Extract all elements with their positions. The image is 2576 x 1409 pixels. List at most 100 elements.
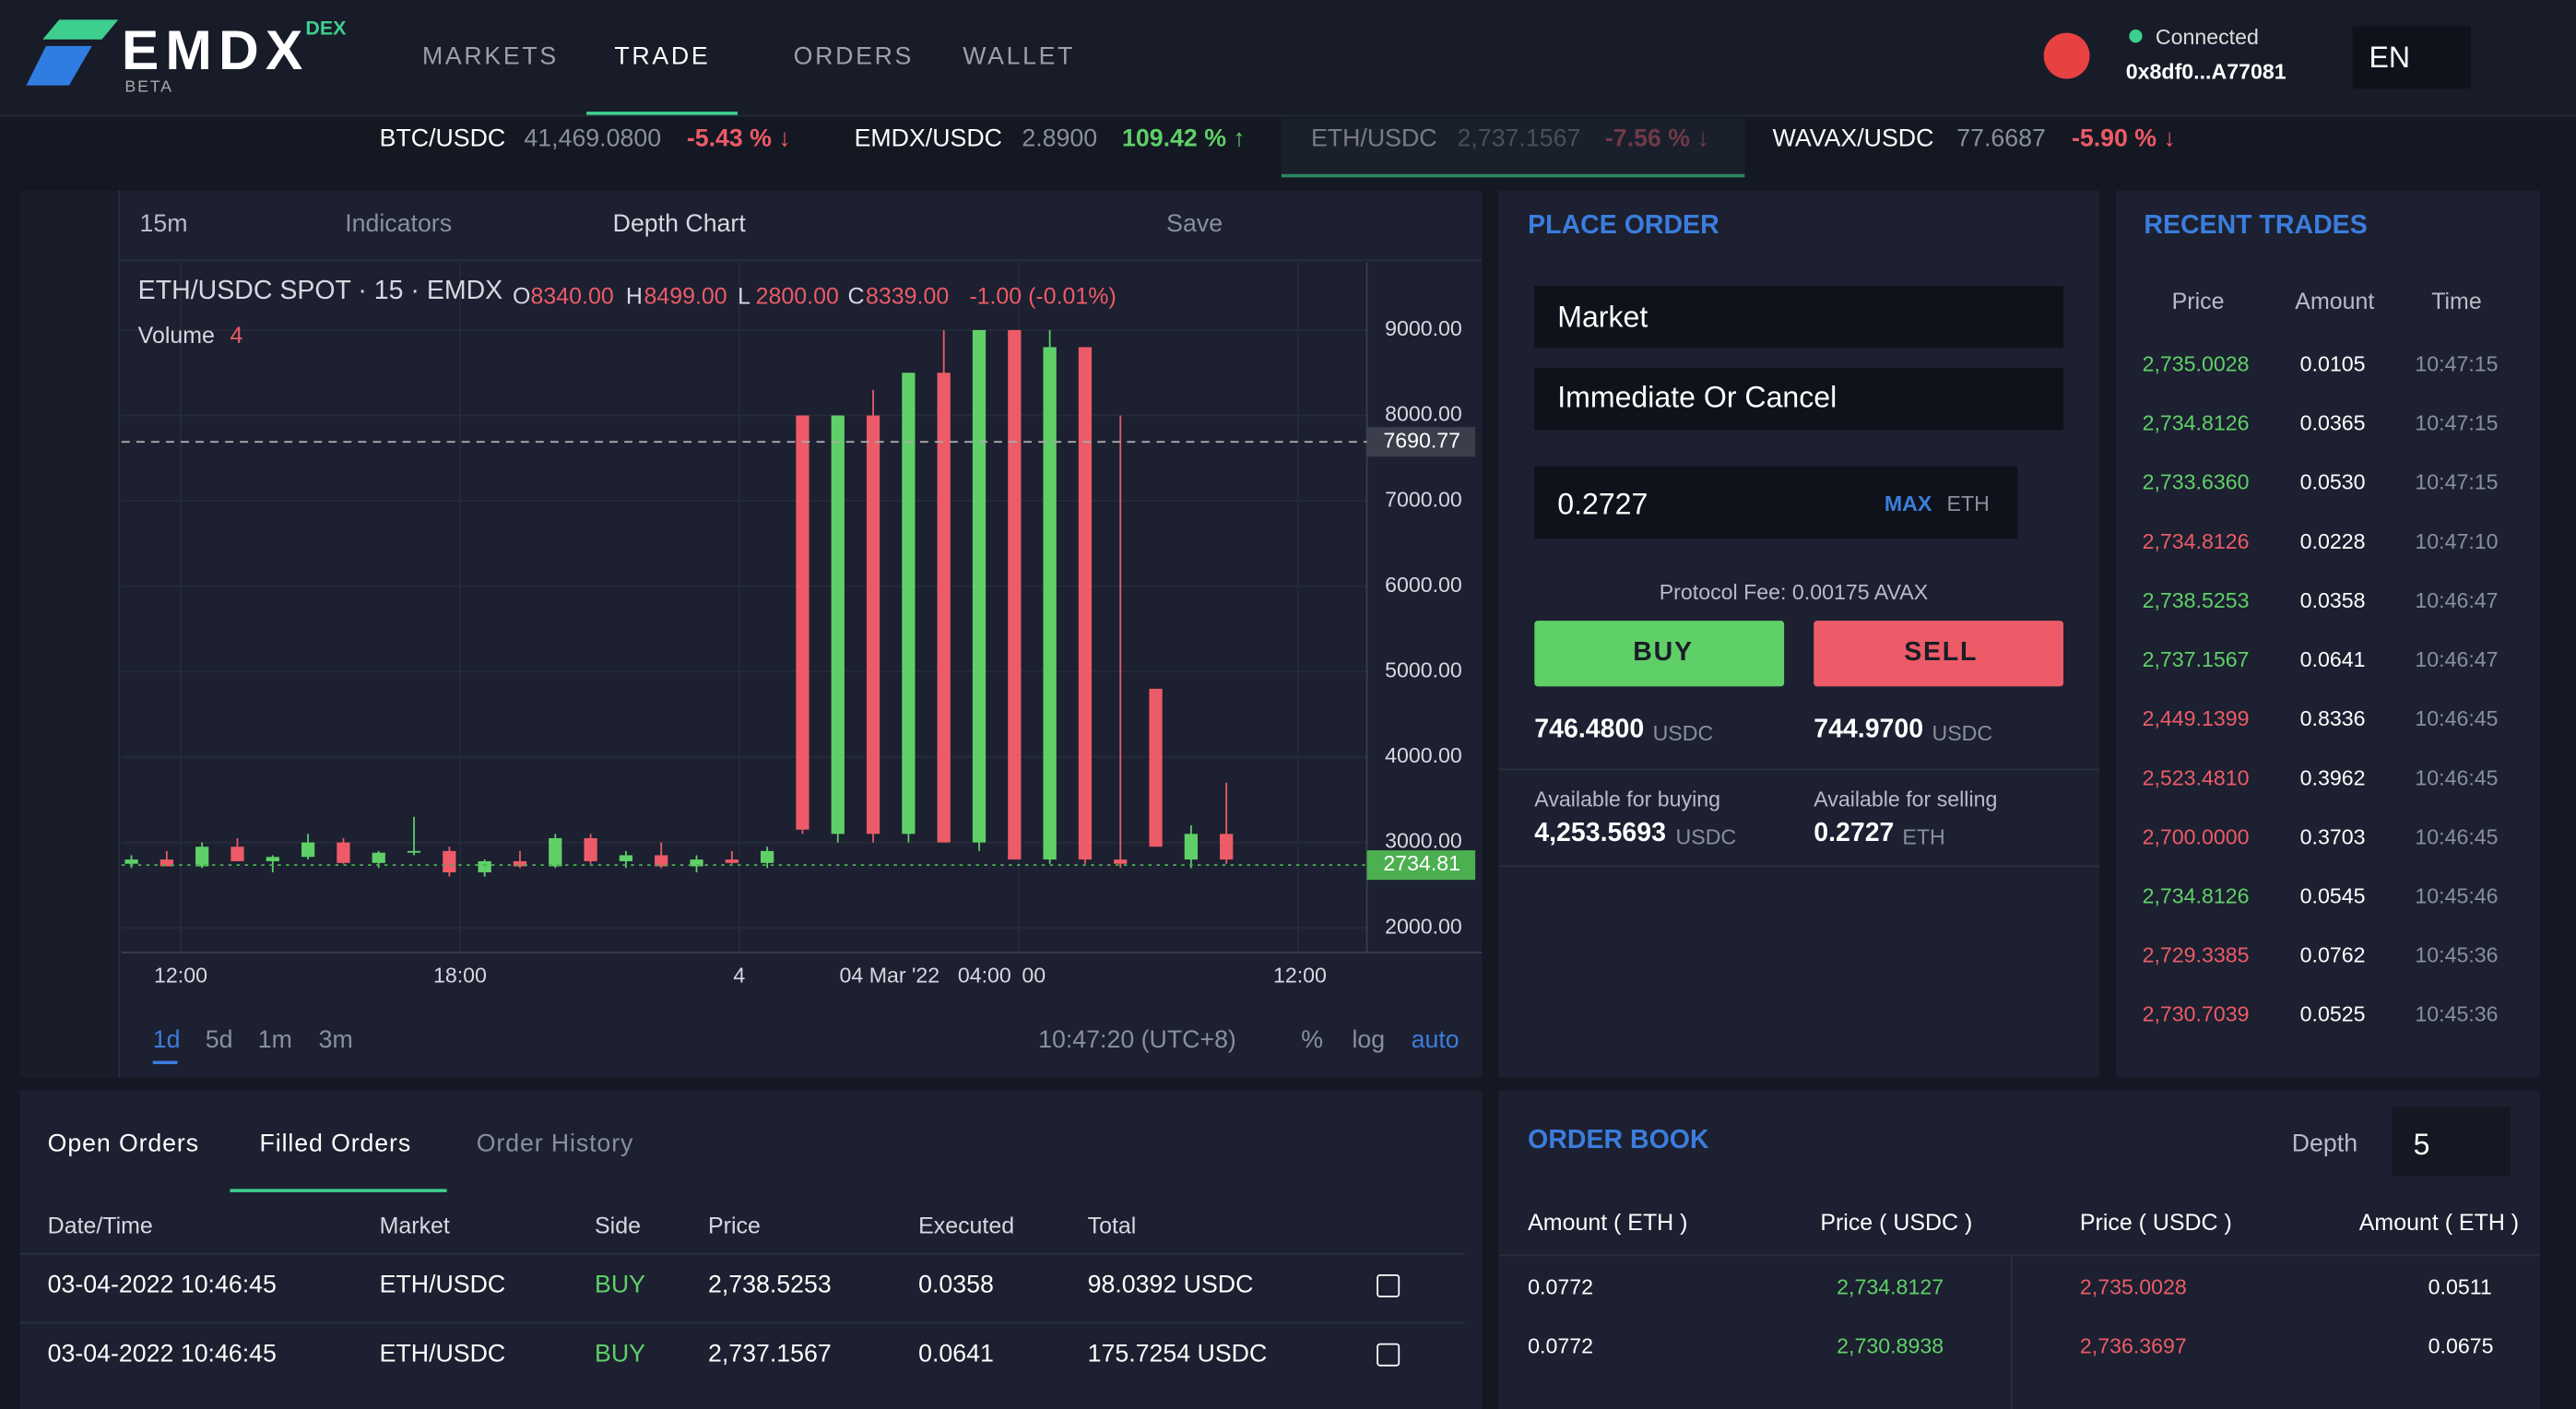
book-cell: 2,735.0028 [2079, 1273, 2187, 1299]
type-select[interactable] [1534, 285, 2064, 349]
protocol-fee: Protocol Fee: 0.00175 AVAX [1659, 579, 1929, 605]
x-tick-label: 04:00 [958, 964, 1011, 988]
candle-body [301, 842, 315, 858]
ticker-pair[interactable]: EMDX/USDC [854, 124, 1002, 153]
column-header: Price ( USDC ) [2079, 1208, 2232, 1236]
trade-price: 2,730.7039 [2142, 1001, 2250, 1027]
nav-item[interactable]: MARKETS [421, 42, 559, 71]
interval[interactable]: 15m [139, 209, 188, 239]
clock: 10:47:20 (UTC+8) [1038, 1026, 1236, 1055]
panel-title: ORDER BOOK [1528, 1126, 1709, 1154]
trade-amount: 0.0762 [2299, 942, 2366, 967]
tab-underline [230, 1189, 447, 1192]
candle-body [866, 415, 880, 835]
panel-title: PLACE ORDER [1528, 211, 1719, 241]
divider [1498, 865, 2100, 868]
trade-amount: 0.0545 [2299, 883, 2366, 908]
trade-time: 10:46:45 [2415, 824, 2499, 849]
log-toggle[interactable]: log [1352, 1026, 1386, 1055]
trade-amount: 0.0525 [2299, 1001, 2366, 1027]
logo-dex: DEX [305, 16, 347, 40]
amount-input[interactable] [1534, 466, 2018, 539]
price-marker-bg [1366, 427, 1476, 457]
chart-toolbar [118, 191, 1483, 262]
x-tick-label: 12:00 [1273, 964, 1327, 988]
nav-item[interactable]: WALLET [963, 42, 1076, 71]
status-dot [2129, 30, 2143, 43]
auto-toggle[interactable]: auto [1411, 1026, 1459, 1055]
open-link[interactable] [1377, 1343, 1400, 1367]
lang-box[interactable] [2352, 26, 2471, 89]
range-button[interactable]: 1m [257, 1026, 292, 1055]
orders-tab[interactable]: Filled Orders [259, 1130, 412, 1158]
range-button[interactable]: 5d [205, 1026, 233, 1055]
price-marker-bg [1366, 850, 1476, 881]
indicators-button[interactable]: Indicators [345, 209, 453, 239]
nav-item[interactable]: TRADE [614, 42, 711, 71]
book-cell: 2,730.8938 [1837, 1333, 1944, 1358]
candle-body [1184, 834, 1198, 860]
drawing-tools[interactable] [19, 190, 121, 1078]
ohlc-label: L [738, 282, 750, 309]
percent-toggle[interactable]: % [1301, 1026, 1324, 1055]
sell-price: 744.9700 [1814, 716, 1924, 744]
nav-active [586, 112, 739, 115]
available-sell: 0.2727 [1814, 819, 1895, 847]
trade-time: 10:46:47 [2415, 587, 2499, 613]
trades-panel [2116, 190, 2540, 1078]
open-link[interactable] [1377, 1273, 1400, 1297]
wallet-address[interactable]: 0x8df0...A77081 [2125, 59, 2286, 84]
save-button[interactable]: Save [1166, 209, 1223, 239]
candle-body [831, 415, 845, 835]
ticker-pair[interactable]: WAVAX/USDC [1772, 124, 1934, 153]
max-button[interactable]: MAX [1884, 491, 1932, 516]
trade-price: 2,735.0028 [2142, 351, 2250, 376]
book-cell: 2,736.3697 [2079, 1333, 2187, 1358]
orders-panel [19, 1090, 1483, 1409]
orders-tab[interactable]: Open Orders [47, 1130, 199, 1158]
range-button[interactable]: 1d [152, 1026, 181, 1055]
candle-body [1114, 859, 1128, 864]
tif-select[interactable] [1534, 367, 2064, 431]
logo-text: EMDX [121, 19, 310, 83]
candle-body [725, 859, 739, 863]
trade-amount: 0.0358 [2299, 587, 2366, 613]
ohlc-value: 8340.00 [530, 282, 614, 309]
depth-box[interactable] [2392, 1107, 2511, 1177]
book-panel [1498, 1090, 2540, 1409]
column-header: Amount ( ETH ) [2358, 1208, 2520, 1236]
candle-body [1043, 347, 1057, 860]
trade-time: 10:46:45 [2415, 764, 2499, 790]
x-tick-label: 18:00 [433, 964, 487, 988]
candle-body [195, 847, 209, 867]
buy-button[interactable] [1534, 621, 1785, 687]
range-button[interactable]: 3m [318, 1026, 353, 1055]
panel-title: RECENT TRADES [2144, 211, 2368, 241]
depth-chart-button[interactable]: Depth Chart [612, 209, 746, 239]
candle-body [443, 850, 456, 873]
trade-amount: 0.3962 [2299, 764, 2366, 790]
ticker-change: 109.42 % ↑ [1122, 124, 1246, 153]
order-cell: 0.0358 [918, 1271, 994, 1299]
column-header: Executed [918, 1212, 1015, 1238]
trade-time: 10:45:36 [2415, 1001, 2499, 1027]
sell-unit: USDC [1932, 720, 1993, 746]
book-cell: 0.0772 [1528, 1333, 1594, 1358]
x-tick-label: 12:00 [154, 964, 207, 988]
nav-item[interactable]: ORDERS [793, 42, 915, 71]
candle-body [655, 855, 668, 867]
ticker-pair[interactable]: BTC/USDC [379, 124, 506, 153]
trade-price: 2,734.8126 [2142, 528, 2250, 554]
column-header: Date/Time [47, 1212, 153, 1238]
candle-body [160, 859, 173, 867]
column-header: Amount ( ETH ) [1528, 1208, 1688, 1236]
trade-time: 10:47:10 [2415, 528, 2499, 554]
sell-button[interactable] [1814, 621, 2064, 687]
candle-body [1149, 688, 1163, 847]
orders-tab[interactable]: Order History [476, 1130, 634, 1158]
book-cell: 0.0675 [2428, 1333, 2494, 1358]
candle-body [690, 859, 703, 867]
candle-body [1078, 347, 1093, 860]
